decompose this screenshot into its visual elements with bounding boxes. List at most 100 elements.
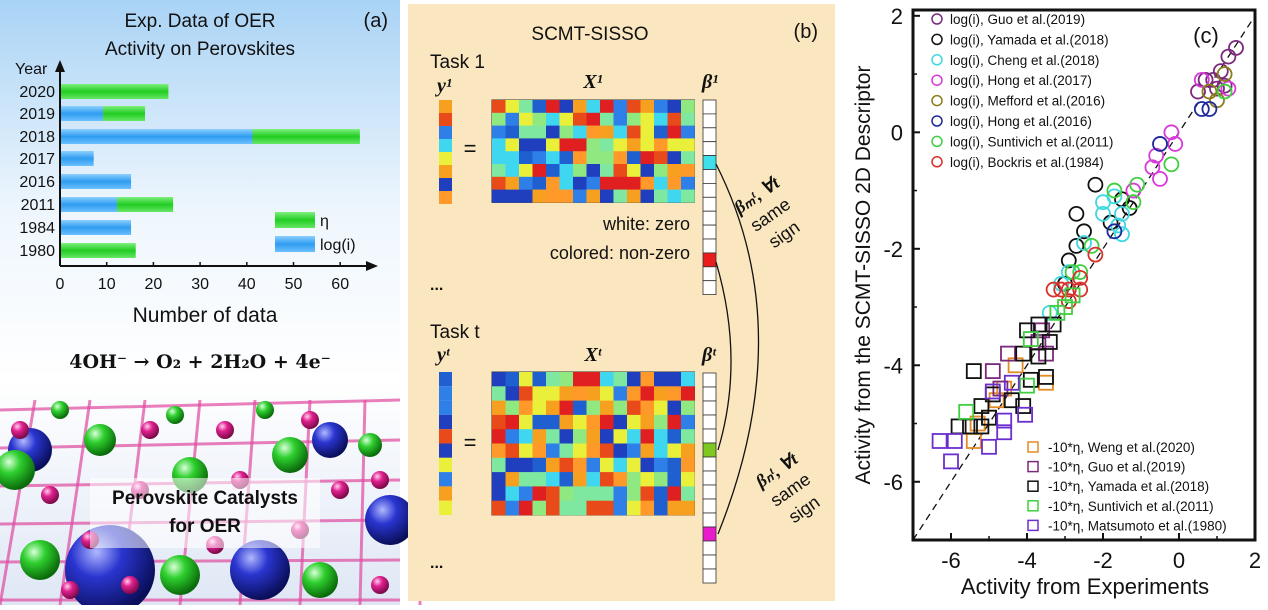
betat-cell — [702, 470, 717, 486]
matrix-cell — [681, 457, 695, 473]
data-point-square — [984, 363, 1001, 379]
matrix-cell — [586, 400, 601, 416]
matrix-cell — [681, 112, 695, 126]
data-point-square — [1022, 371, 1039, 388]
matrix-cell — [627, 500, 641, 516]
bond — [0, 558, 401, 564]
matrix-cell — [573, 138, 587, 152]
a-site-atom — [166, 406, 184, 424]
oxygen-atom — [141, 421, 159, 439]
matrix-cell — [613, 138, 628, 152]
matrix-cell — [640, 429, 655, 444]
betat-cell — [702, 414, 717, 430]
data-point-square — [984, 383, 1001, 400]
y1-vector-cell — [439, 152, 452, 165]
matrix-cell — [492, 472, 506, 487]
matrix-cell — [654, 500, 668, 516]
matrix-cell — [573, 386, 587, 401]
task-1-matrices — [439, 99, 717, 296]
betat-cell — [702, 484, 717, 500]
X1-label: X¹ — [582, 71, 602, 93]
matrix-cell — [519, 138, 533, 152]
matrix-cell — [505, 138, 520, 152]
data-point-circle — [1068, 205, 1085, 222]
matrix-cell — [559, 100, 574, 114]
matrix-cell — [519, 100, 533, 114]
matrix-cell — [600, 164, 614, 178]
matrix-cell — [667, 500, 682, 516]
oxygen-atom — [301, 411, 319, 429]
matrix-cell — [600, 176, 614, 190]
data-point-circle — [1114, 226, 1130, 243]
betat-cell — [702, 400, 717, 416]
data-point-square — [1049, 304, 1066, 321]
bar-chart-title-line-2: Activity on Perovskites — [105, 39, 295, 60]
yt-vector-cell — [439, 400, 452, 415]
matrix-cell — [640, 443, 655, 459]
data-point-circle — [1072, 270, 1089, 286]
data-point-circle — [1060, 293, 1077, 310]
matrix-cell — [559, 414, 574, 430]
data-point-circle — [1152, 136, 1168, 152]
matrix-cell — [573, 176, 587, 190]
y-tick-label: 2020 — [19, 84, 55, 101]
oxygen-atom — [216, 421, 234, 439]
matrix-cell — [627, 472, 641, 487]
data-point-circle — [1125, 194, 1142, 211]
betat-cell — [702, 554, 717, 570]
matrix-cell — [546, 176, 560, 190]
matrix-cell — [573, 112, 587, 126]
matrix-cell — [532, 429, 547, 444]
data-point-circle — [1068, 237, 1085, 254]
matrix-cell — [546, 457, 560, 473]
legend-marker-circle — [931, 33, 943, 46]
matrix-cell — [532, 443, 547, 459]
matrix-cell — [505, 500, 520, 516]
yt-vector-cell — [439, 386, 452, 401]
y1-vector-cell — [439, 126, 452, 139]
data-point-square — [958, 403, 975, 420]
data-point-square — [981, 438, 997, 455]
matrix-cell — [681, 372, 695, 387]
matrix-cell — [546, 372, 560, 387]
matrix-cell — [667, 429, 682, 444]
y-tick-label: 2 — [891, 4, 903, 29]
data-point-square — [1019, 322, 1035, 339]
matrix-cell — [627, 386, 641, 401]
oxygen-atom — [331, 481, 349, 499]
matrix-cell — [532, 164, 547, 178]
matrix-cell — [492, 429, 506, 444]
matrix-cell — [586, 100, 601, 114]
oxygen-atom — [41, 486, 59, 504]
data-point-circle — [1216, 77, 1233, 94]
matrix-cell — [654, 457, 668, 473]
beta1-cell — [702, 252, 717, 268]
legend-marker-circle — [931, 156, 943, 168]
y1-label: y¹ — [435, 75, 452, 97]
matrix-cell — [640, 164, 655, 178]
matrix-cell — [627, 176, 641, 190]
matrix-cell — [640, 372, 655, 387]
matrix-cell — [640, 386, 655, 401]
oxygen-atom — [121, 576, 139, 594]
matrix-cell — [532, 125, 547, 139]
matrix-cell — [654, 400, 668, 416]
matrix-cell — [613, 176, 628, 190]
matrix-cell — [627, 429, 641, 444]
legend-label: log(i), Yamada et al.(2018) — [950, 32, 1109, 47]
bar-log-i-1984 — [61, 220, 132, 235]
beta1-cell — [702, 196, 717, 212]
y1-vector-cell — [439, 178, 452, 191]
beta1-cell — [702, 266, 717, 282]
caption-line-1: Perovskite Catalysts — [112, 488, 298, 509]
matrix-cell — [559, 429, 574, 444]
data-point-circle — [1060, 252, 1077, 269]
matrix-cell — [640, 138, 655, 152]
y1-vector-cell — [439, 139, 452, 152]
matrix-cell — [519, 164, 533, 178]
data-point-circle — [1087, 246, 1104, 263]
matrix-cell — [613, 112, 628, 126]
matrix-cell — [492, 400, 506, 416]
yt-vector-cell — [439, 457, 452, 473]
matrix-cell — [667, 138, 682, 152]
